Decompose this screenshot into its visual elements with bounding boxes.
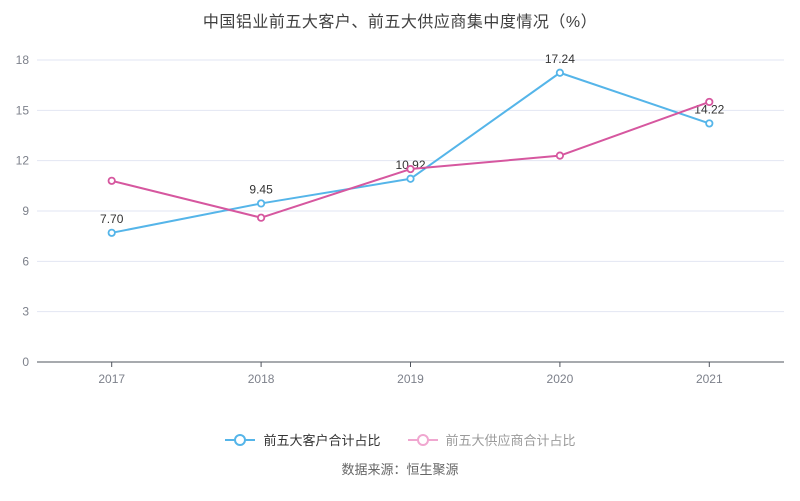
legend-item-customers[interactable]: 前五大客户合计占比 (224, 430, 381, 449)
legend: 前五大客户合计占比 前五大供应商合计占比 (0, 430, 800, 449)
data-label-customers-2021: 14.22 (694, 102, 724, 116)
y-axis-tick-label: 12 (16, 154, 30, 168)
y-axis-tick-label: 18 (16, 53, 30, 67)
y-axis-tick-label: 0 (22, 355, 29, 369)
data-point-customers-2017[interactable] (107, 228, 116, 237)
y-axis-tick-label: 6 (22, 254, 29, 268)
data-source-note: 数据来源：恒生聚源 (341, 462, 459, 477)
series-line-customers (111, 71, 710, 234)
customer-series-legend-icon (225, 433, 256, 446)
y-axis-tick-label: 9 (22, 204, 29, 218)
x-axis-tick-label: 2017 (98, 372, 125, 386)
data-label-customers-2020: 17.24 (545, 52, 575, 66)
y-axis-tick-label: 3 (22, 305, 29, 319)
y-axis-tick-label: 15 (16, 103, 30, 117)
data-point-suppliers-2019[interactable] (406, 164, 415, 174)
data-point-suppliers-2017[interactable] (107, 176, 116, 185)
data-point-suppliers-2018[interactable] (256, 213, 266, 222)
data-point-suppliers-2021[interactable] (705, 97, 714, 107)
data-point-customers-2018[interactable] (256, 199, 266, 208)
legend-label-customers: 前五大客户合计占比 (263, 433, 381, 448)
data-point-customers-2019[interactable] (406, 174, 415, 183)
data-label-customers-2017: 7.70 (100, 212, 124, 226)
x-axis-tick-label: 2019 (397, 372, 424, 386)
x-axis-tick-label: 2018 (248, 372, 275, 386)
chart-title: 中国铝业前五大客户、前五大供应商集中度情况（%） (202, 14, 598, 31)
legend-item-suppliers[interactable]: 前五大供应商合计占比 (407, 430, 576, 449)
x-axis-tick-label: 2021 (696, 372, 723, 386)
data-point-suppliers-2020[interactable] (555, 151, 565, 160)
data-point-customers-2020[interactable] (555, 68, 565, 77)
data-point-customers-2021[interactable] (705, 119, 714, 128)
legend-label-suppliers: 前五大供应商合计占比 (445, 433, 576, 448)
supplier-series-legend-icon (407, 433, 438, 446)
data-label-customers-2018: 9.45 (249, 182, 273, 196)
x-axis-tick-label: 2020 (547, 372, 574, 386)
